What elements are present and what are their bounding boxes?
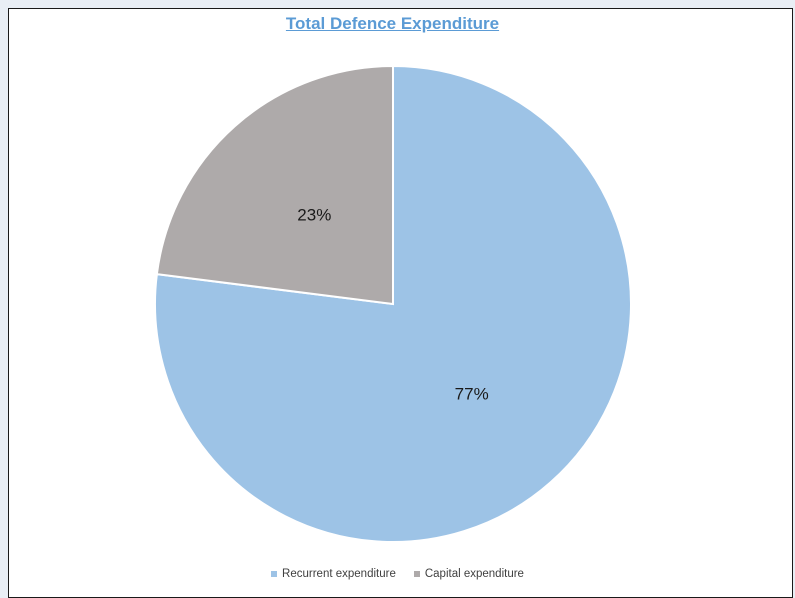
legend-label-capital: Capital expenditure	[424, 568, 524, 580]
legend-swatch-recurrent	[271, 571, 278, 577]
pie-chart: 77% 23%	[154, 64, 632, 543]
data-label-capital: 23%	[297, 206, 331, 225]
legend-label-recurrent: Recurrent expenditure	[282, 568, 396, 580]
legend: Recurrent expenditure Capital expenditur…	[0, 568, 795, 580]
pie-slices	[154, 64, 632, 543]
legend-item-capital: Capital expenditure	[413, 568, 524, 580]
data-label-recurrent: 77%	[455, 384, 489, 403]
chart-title: Total Defence Expenditure	[285, 14, 500, 33]
pie-slice-capital	[155, 64, 394, 306]
pie-labels: 77% 23%	[297, 206, 488, 404]
legend-item-recurrent: Recurrent expenditure	[271, 568, 396, 580]
legend-swatch-capital	[413, 571, 420, 577]
